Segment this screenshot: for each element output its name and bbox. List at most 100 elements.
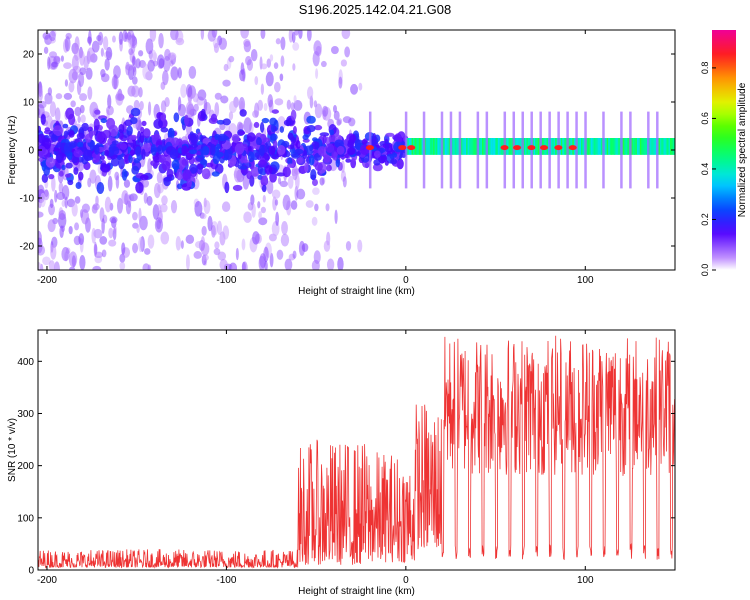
heatmap-blob bbox=[298, 30, 303, 39]
heatmap-blob bbox=[160, 114, 167, 122]
heatmap-band bbox=[524, 138, 528, 155]
heatmap-band bbox=[613, 138, 617, 155]
heatmap-blob bbox=[252, 110, 259, 118]
heatmap-streak bbox=[539, 111, 542, 189]
heatmap-ylabel: Frequency (Hz) bbox=[7, 116, 18, 185]
heatmap-blob bbox=[301, 243, 309, 252]
heatmap-blob bbox=[257, 159, 268, 168]
heatmap-blob bbox=[152, 52, 158, 61]
heatmap-blob bbox=[297, 157, 303, 164]
heatmap-band bbox=[659, 138, 663, 155]
heatmap-blob bbox=[223, 63, 229, 72]
colorbar-tick-label: 0.0 bbox=[700, 264, 710, 277]
heatmap-blob bbox=[292, 126, 297, 135]
heatmap-blob bbox=[277, 116, 286, 131]
heatmap-blob bbox=[262, 137, 271, 143]
heatmap-blob bbox=[156, 54, 165, 69]
heatmap-peak bbox=[398, 145, 407, 151]
heatmap-band bbox=[586, 138, 590, 155]
heatmap-blob bbox=[132, 76, 138, 85]
heatmap-blob bbox=[65, 32, 72, 40]
heatmap-blob bbox=[61, 184, 70, 200]
heatmap-band bbox=[460, 138, 463, 155]
heatmap-peak bbox=[554, 145, 563, 151]
heatmap-blob bbox=[107, 175, 113, 192]
heatmap-band bbox=[563, 138, 567, 155]
heatmap-blob bbox=[234, 143, 245, 155]
heatmap-band bbox=[616, 138, 620, 155]
heatmap-blob bbox=[292, 42, 300, 51]
heatmap-blob bbox=[68, 68, 78, 84]
heatmap-blob bbox=[302, 134, 309, 140]
heatmap-blob bbox=[113, 225, 117, 234]
heatmap-blob bbox=[186, 178, 193, 188]
heatmap-band bbox=[578, 138, 581, 155]
heatmap-blob bbox=[267, 94, 274, 108]
heatmap-blob bbox=[74, 196, 81, 204]
heatmap-band bbox=[428, 138, 432, 155]
heatmap-blob bbox=[141, 179, 150, 188]
heatmap-band bbox=[552, 138, 555, 155]
heatmap-blob bbox=[250, 166, 260, 177]
heatmap-band bbox=[415, 138, 419, 155]
heatmap-blob bbox=[311, 141, 320, 150]
heatmap-blob bbox=[294, 148, 304, 155]
heatmap-blob bbox=[217, 133, 228, 142]
heatmap-blob bbox=[295, 140, 301, 149]
heatmap-band bbox=[658, 138, 661, 155]
heatmap-blob bbox=[63, 130, 68, 139]
heatmap-blob bbox=[290, 109, 297, 121]
heatmap-blob bbox=[100, 47, 104, 57]
heatmap-blob bbox=[361, 139, 368, 145]
heatmap-blob bbox=[258, 217, 268, 226]
heatmap-blob bbox=[282, 166, 291, 178]
heatmap-band bbox=[431, 138, 435, 155]
heatmap-band bbox=[639, 138, 643, 155]
heatmap-band bbox=[487, 138, 491, 155]
heatmap-blob bbox=[48, 260, 55, 270]
heatmap-blob bbox=[280, 36, 286, 51]
heatmap-blob bbox=[74, 106, 82, 117]
heatmap-blob bbox=[314, 124, 323, 131]
heatmap-blob bbox=[75, 181, 82, 190]
heatmap-blob bbox=[89, 139, 95, 152]
heatmap-blob bbox=[65, 162, 73, 169]
heatmap-blob bbox=[290, 102, 295, 111]
heatmap-streak bbox=[404, 111, 408, 189]
heatmap-blob bbox=[247, 202, 254, 211]
heatmap-blob bbox=[261, 184, 267, 193]
heatmap-blob bbox=[274, 98, 284, 106]
heatmap-blob bbox=[217, 251, 227, 261]
heatmap-band bbox=[499, 138, 502, 155]
heatmap-blob bbox=[73, 46, 81, 61]
heatmap-blob bbox=[84, 133, 93, 143]
heatmap-blob bbox=[330, 45, 339, 55]
heatmap-blob bbox=[347, 147, 356, 156]
heatmap-blob bbox=[156, 171, 163, 184]
heatmap-band bbox=[466, 138, 469, 155]
heatmap-blob bbox=[61, 247, 70, 262]
snr-ytick-label: 0 bbox=[28, 566, 34, 577]
heatmap-blob bbox=[138, 207, 142, 223]
heatmap-blob bbox=[200, 108, 206, 120]
heatmap-blob bbox=[136, 225, 140, 234]
heatmap-blob bbox=[76, 141, 84, 149]
heatmap-blob bbox=[158, 154, 166, 164]
heatmap-blob bbox=[105, 105, 114, 116]
heatmap-blob bbox=[129, 134, 138, 140]
heatmap-blob bbox=[322, 134, 327, 144]
heatmap-blob bbox=[200, 212, 207, 220]
heatmap-blob bbox=[108, 227, 114, 239]
heatmap-blob bbox=[118, 31, 124, 45]
heatmap-band bbox=[631, 138, 634, 155]
heatmap-blob bbox=[112, 35, 116, 43]
heatmap-blob bbox=[104, 149, 110, 157]
heatmap-blob bbox=[79, 67, 87, 76]
heatmap-streak bbox=[584, 111, 587, 189]
heatmap-blob bbox=[228, 100, 237, 114]
heatmap-blob bbox=[47, 219, 56, 233]
snr-ytick-label: 200 bbox=[17, 461, 34, 472]
heatmap-blob bbox=[293, 99, 303, 111]
heatmap-blob bbox=[306, 125, 316, 133]
heatmap-blob bbox=[320, 60, 327, 68]
